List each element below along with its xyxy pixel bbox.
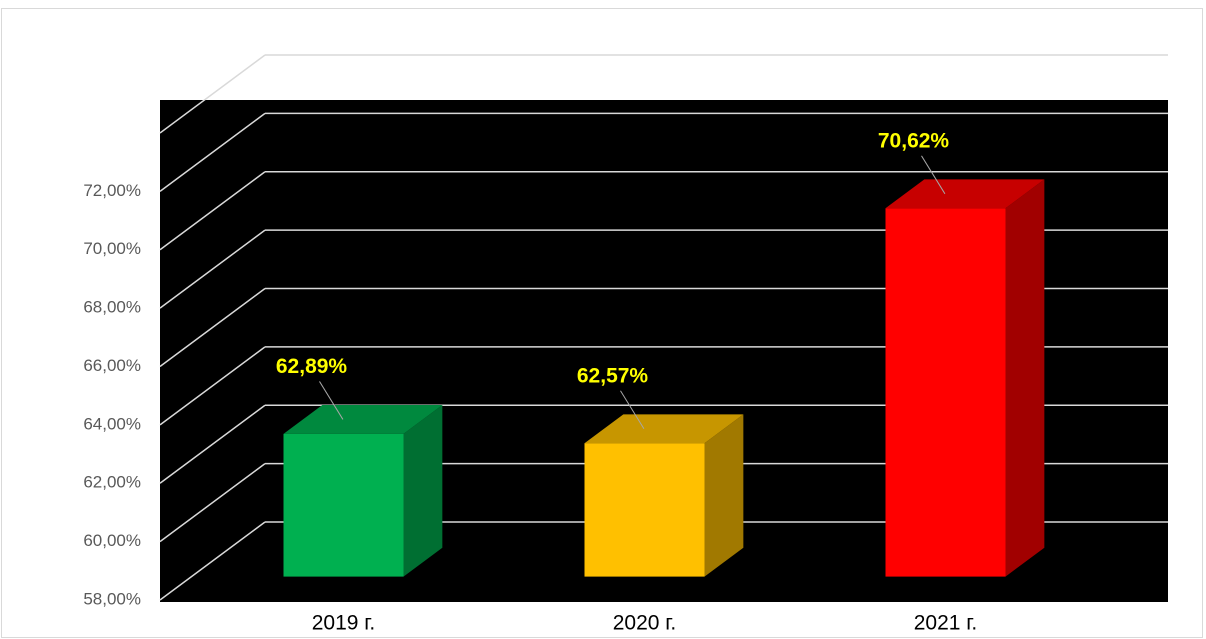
y-tick-label: 68,00% [83,298,141,317]
data-label: 70,62% [878,129,950,152]
grid-line [159,287,266,368]
grid-line [159,346,266,426]
x-tick-label: 2020 г. [613,612,676,635]
x-tick-label: 2021 г. [914,612,977,635]
bar-top [885,179,1045,209]
grid-line [159,112,266,192]
data-label: 62,57% [577,364,649,387]
bar [283,433,404,577]
bar [584,443,705,577]
y-tick-label: 60,00% [83,531,141,550]
y-tick-label: 64,00% [83,414,141,433]
data-label: 62,89% [276,355,348,378]
leader-line [921,155,946,195]
grid-line [159,463,266,543]
leader-line [319,381,344,420]
leader-line [620,390,645,430]
bar-top [283,405,443,434]
bar-side [704,414,744,577]
bar [885,208,1006,577]
grid-line [159,521,266,601]
grid-line [159,404,266,484]
y-tick-label: 70,00% [83,239,141,258]
grid-line [159,54,266,134]
x-tick-label: 2019 г. [312,612,375,635]
bar-side [403,405,443,577]
y-tick-label: 72,00% [83,181,141,200]
y-tick-label: 62,00% [83,473,141,492]
y-tick-label: 58,00% [83,589,141,608]
y-tick-label: 66,00% [83,356,141,375]
grid-line [159,171,266,251]
bar-side [1005,179,1045,577]
bar-top [584,414,744,444]
grid-line [159,229,266,309]
